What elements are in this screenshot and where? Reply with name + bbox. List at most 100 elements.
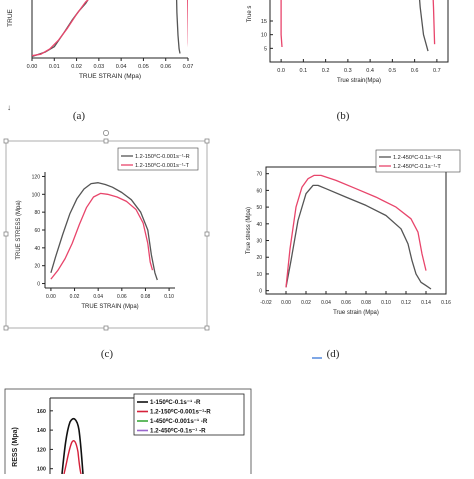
resize-handle (3, 138, 9, 144)
panel-caption-b: (b) (337, 110, 350, 122)
y-tick-label-d: 10 (256, 272, 262, 278)
small-marker (312, 357, 322, 359)
y-tick-label-d: 30 (256, 239, 262, 245)
x-tick-label-c: 0.06 (117, 294, 127, 300)
y-axis-label-a: TRUE (7, 8, 14, 26)
y-tick-label-e: 100 (37, 467, 46, 473)
x-tick-label-a: 0.01 (49, 64, 60, 70)
resize-handle (204, 325, 210, 331)
x-tick-label-a: 0.04 (116, 64, 127, 70)
legend-entry-e: 1-450⁰C-0.001s⁻¹ -R (150, 418, 208, 425)
x-tick-label-d: 0.08 (361, 300, 371, 306)
y-tick-label-d: 0 (259, 289, 262, 295)
series-line-d-1 (285, 174, 427, 288)
x-axis-label-c: TRUE STRAIN (Mpa) (81, 304, 138, 310)
series-line-a-3 (187, 0, 188, 48)
rotate-handle-icon (103, 130, 109, 136)
chart-panel-e: 16014012010080RESS (Mpa)1-150⁰C-0.1s⁻¹ -… (4, 388, 252, 479)
series-line-a-0 (32, 0, 89, 58)
y-tick-label-d: 50 (256, 205, 262, 211)
x-tick-label-b: 0.7 (433, 68, 441, 74)
y-axis-label-e: RESS (Mpa) (12, 427, 19, 467)
resize-handle (103, 138, 109, 144)
y-tick-label-c: 60 (34, 228, 40, 234)
y-tick-label-d: 20 (256, 255, 262, 261)
x-tick-label-a: 0.00 (27, 64, 38, 70)
resize-handle (3, 231, 9, 237)
x-tick-label-b: 0.6 (411, 68, 419, 74)
y-tick-label-c: 40 (34, 246, 40, 252)
y-axis-label-c: TRUE STRESS (Mpa) (16, 200, 22, 259)
x-tick-label-c: 0.00 (46, 294, 56, 300)
panel-caption-d: (d) (327, 348, 340, 360)
x-axis-label-b: True strain(Mpa) (337, 78, 381, 84)
x-tick-label-c: 0.08 (141, 294, 151, 300)
x-tick-label-d: -0.02 (260, 300, 272, 306)
x-axis-label-d: True strain (Mpa) (333, 310, 379, 316)
series-line-d-0 (285, 184, 432, 290)
legend-box-e (133, 393, 245, 436)
series-line-c-0 (50, 182, 158, 281)
x-tick-label-b: 0.2 (322, 68, 330, 74)
x-tick-label-d: 0.04 (321, 300, 331, 306)
x-tick-label-a: 0.07 (183, 64, 194, 70)
panel-caption-a: (a) (73, 110, 86, 122)
y-tick-label-d: 70 (256, 172, 262, 178)
down-arrow-icon: ↓ (7, 103, 11, 112)
y-tick-label-c: 20 (34, 264, 40, 270)
x-tick-label-a: 0.02 (71, 64, 82, 70)
y-tick-label-c: 0 (37, 282, 40, 288)
series-line-b-0 (280, 0, 283, 48)
x-tick-label-c: 0.04 (93, 294, 103, 300)
x-tick-label-a: 0.05 (138, 64, 149, 70)
legend-entry-d: 1.2-450⁰C-0.1s⁻¹-T (393, 163, 441, 170)
legend-box-c (117, 147, 199, 171)
legend-entry-e: 1-150⁰C-0.1s⁻¹ -R (150, 399, 201, 406)
plot-frame-d (265, 166, 447, 295)
legend-entry-e: 1.2-450⁰C-0.1s⁻¹ -R (150, 428, 206, 435)
chart-panel-a: 0.00 0.01 0.02 0.03 0.04 0.05 0.06 0.07 TRUE STR… (7, 0, 193, 122)
plot-frame-b (269, 0, 449, 63)
series-line-a-2 (175, 0, 181, 54)
resize-handle (204, 138, 210, 144)
x-tick-label-a: 0.03 (93, 64, 104, 70)
series-line-b-1 (418, 0, 429, 52)
x-tick-label-d: 0.02 (301, 300, 311, 306)
x-tick-label-d: 0.14 (421, 300, 431, 306)
y-axis-label-b: True s (247, 6, 253, 23)
panel-caption-c: (c) (101, 348, 114, 360)
y-tick-label-c: 100 (32, 192, 41, 198)
y-tick-label-c: 80 (34, 210, 40, 216)
legend-entry-c: 1.2-150⁰C-0.001s⁻¹-T (135, 162, 190, 169)
chart-panel-c: 0.00 0.02 0.04 0.06 0.08 0.10 0 20 40 60 80 100 120 T… (3, 130, 210, 360)
legend-entry-e: 1.2-150⁰C-0.001s⁻¹-R (150, 409, 211, 416)
chart-panel-d: -0.02 0.00 0.02 0.04 0.06 0.08 0.10 0.12 0.14 0.1… (246, 149, 461, 360)
x-tick-label-c: 0.10 (164, 294, 174, 300)
x-tick-label-a: 0.06 (160, 64, 171, 70)
legend-entry-d: 1.2-450⁰C-0.1s⁻¹-R (393, 154, 441, 161)
y-tick-label-c: 120 (32, 174, 41, 180)
series-line-b-2 (432, 0, 436, 45)
x-tick-label-d: 0.06 (341, 300, 351, 306)
x-tick-label-b: 0.4 (366, 68, 374, 74)
y-tick-label-e: 160 (37, 409, 46, 415)
x-tick-label-b: 0.1 (300, 68, 308, 74)
resize-handle (103, 325, 109, 331)
x-tick-label-b: 0.3 (344, 68, 352, 74)
series-line-a-1 (32, 0, 89, 57)
y-tick-label-b: 15 (261, 19, 267, 25)
x-tick-label-d: 0.16 (441, 300, 451, 306)
x-tick-label-d: 0.10 (381, 300, 391, 306)
y-tick-label-b: 10 (261, 33, 267, 39)
x-tick-label-d: 0.00 (281, 300, 291, 306)
resize-handle (204, 231, 210, 237)
series-line-e-0 (61, 417, 84, 475)
x-tick-label-b: 0.5 (389, 68, 397, 74)
y-axis-label-d: True stress (Mpa) (246, 207, 252, 254)
y-tick-label-d: 40 (256, 222, 262, 228)
x-tick-label-d: 0.12 (401, 300, 411, 306)
x-tick-label-c: 0.02 (70, 294, 80, 300)
legend-box-d (375, 149, 461, 173)
